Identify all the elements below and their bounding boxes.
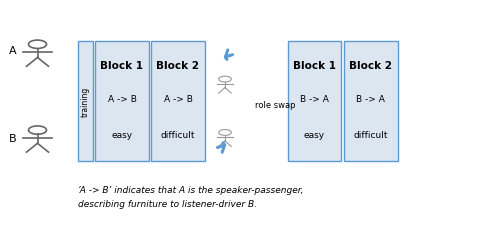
Text: ‘A -> B’ indicates that A is the speaker-passenger,: ‘A -> B’ indicates that A is the speaker…: [78, 185, 303, 194]
Text: Block 2: Block 2: [156, 61, 200, 71]
FancyBboxPatch shape: [78, 42, 92, 162]
Text: B -> A: B -> A: [356, 95, 385, 104]
Text: A: A: [8, 46, 16, 56]
Text: Block 1: Block 1: [100, 61, 144, 71]
FancyBboxPatch shape: [288, 42, 342, 162]
Text: role swap: role swap: [255, 101, 296, 109]
Text: B: B: [8, 134, 16, 144]
Text: easy: easy: [112, 131, 132, 140]
FancyBboxPatch shape: [151, 42, 205, 162]
Text: A -> B: A -> B: [164, 95, 192, 104]
Text: A -> B: A -> B: [108, 95, 136, 104]
Text: difficult: difficult: [161, 131, 195, 140]
Text: B -> A: B -> A: [300, 95, 329, 104]
Text: training: training: [80, 87, 90, 117]
Text: easy: easy: [304, 131, 325, 140]
FancyBboxPatch shape: [344, 42, 398, 162]
Text: describing furniture to listener-driver B.: describing furniture to listener-driver …: [78, 199, 256, 208]
FancyBboxPatch shape: [95, 42, 149, 162]
Text: Block 2: Block 2: [349, 61, 392, 71]
Text: difficult: difficult: [354, 131, 388, 140]
Text: Block 1: Block 1: [293, 61, 336, 71]
